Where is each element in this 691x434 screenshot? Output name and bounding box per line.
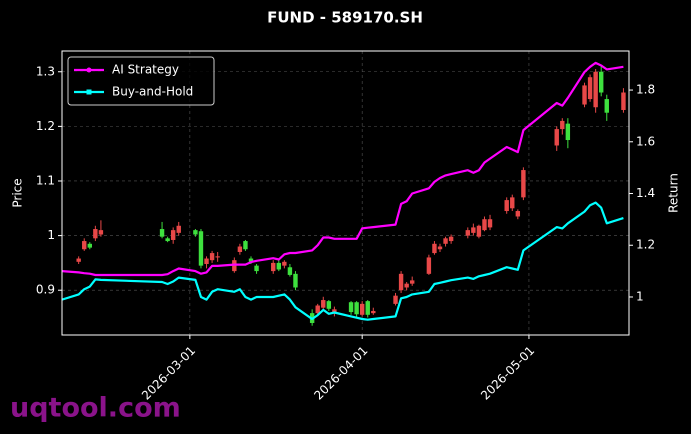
series-line [62, 61, 624, 277]
legend-marker [86, 67, 92, 73]
candle-body [293, 273, 298, 288]
candle-body [604, 99, 609, 113]
candle-body [76, 258, 81, 262]
candle-body [398, 273, 404, 291]
y-axis-label: Price [11, 178, 25, 207]
candle-body [237, 246, 243, 252]
y2-tick-label: 1 [636, 289, 644, 303]
candle-body [521, 170, 526, 198]
candle-body [287, 267, 293, 275]
candle-body [348, 302, 354, 313]
series-line [62, 201, 624, 321]
candle-body [271, 262, 276, 272]
candle-body [359, 303, 365, 315]
candle-body [426, 257, 432, 274]
candle-body [165, 238, 170, 242]
candle-body [504, 200, 509, 212]
candle-body [87, 243, 92, 248]
candle-body [487, 219, 493, 228]
plot-frame [61, 50, 630, 336]
candle-body [254, 265, 259, 272]
y-tick-label: 1.3 [36, 64, 55, 78]
candle-body [365, 301, 370, 315]
candle-body [560, 120, 565, 130]
candle-body [471, 227, 476, 233]
candle-body [209, 253, 215, 261]
y-tick-label: 1.2 [36, 119, 55, 133]
y-tick-label: 0.9 [36, 283, 55, 297]
candle-body [193, 230, 198, 235]
candle-body [482, 219, 487, 231]
candle-body [321, 300, 326, 308]
candle-body [315, 305, 320, 314]
candle-body [243, 241, 248, 250]
candle-body [448, 236, 454, 242]
candle-body [587, 77, 593, 100]
y2-axis-label: Return [667, 173, 681, 213]
candle-body [465, 230, 470, 236]
candle-body [82, 241, 87, 250]
legend-label: Buy-and-Hold [112, 85, 193, 99]
candle-body [93, 229, 98, 239]
candle-body [354, 302, 359, 315]
candle-body [98, 230, 104, 235]
candle-body [326, 301, 332, 309]
candle-body [248, 258, 254, 262]
y2-tick-label: 1.4 [636, 186, 655, 200]
candle-body [176, 225, 181, 233]
candle-body [593, 71, 598, 108]
legend-marker [86, 89, 92, 95]
plot-area [62, 61, 626, 326]
y2-tick-label: 1.8 [636, 83, 655, 97]
y2-tick-label: 1.6 [636, 134, 655, 148]
candle-body [371, 310, 376, 314]
candle-body [437, 246, 443, 250]
y-tick-label: 1 [47, 228, 55, 242]
candle-body [393, 295, 398, 304]
candle-body [582, 85, 587, 105]
candle-body [476, 225, 482, 237]
candle-body [404, 283, 409, 288]
candle-body [554, 129, 559, 146]
watermark: uqtool.com [10, 393, 181, 424]
candle-body [282, 261, 287, 266]
candle-body [332, 309, 337, 313]
candle-body [204, 258, 209, 264]
candle-body [510, 197, 515, 209]
candle-body [276, 262, 281, 270]
candle-body [565, 123, 571, 141]
candle-body [621, 92, 626, 110]
chart-title: FUND - 589170.SH [267, 9, 423, 27]
candle-body [215, 256, 220, 258]
x-tick-label: 2026-05-01 [478, 343, 537, 402]
y2-tick-label: 1.2 [636, 238, 655, 252]
candle-body [432, 243, 437, 254]
legend-box [67, 56, 215, 106]
candle-body [410, 280, 415, 284]
x-tick-label: 2026-04-01 [311, 343, 370, 402]
candle-body [599, 71, 604, 93]
legend-label: AI Strategy [112, 63, 179, 77]
candle-body [170, 230, 176, 240]
candle-body [198, 231, 204, 266]
candle-body [443, 238, 448, 244]
y-tick-label: 1.1 [36, 173, 55, 187]
candle-body [515, 211, 521, 217]
candle-body [159, 229, 165, 237]
